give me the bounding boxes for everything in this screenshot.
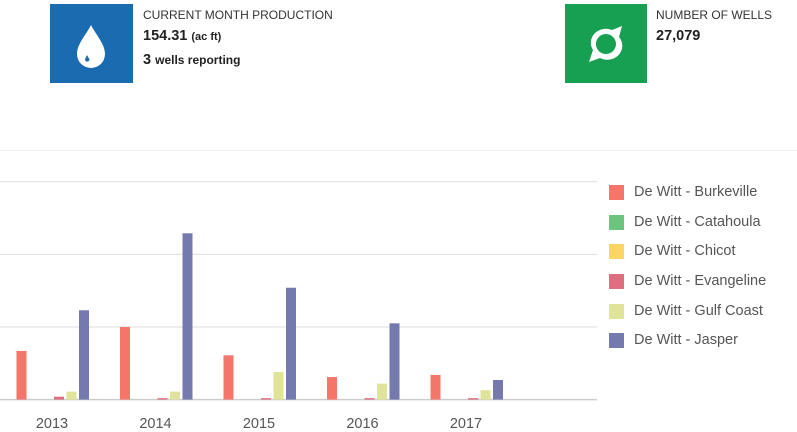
- chart-legend: De Witt - Burkeville De Witt - Catahoula D…: [609, 185, 766, 363]
- legend-label: De Witt - Evangeline: [634, 273, 767, 290]
- x-tick-label: 2013: [36, 416, 68, 432]
- legend-label: De Witt - Gulf Coast: [634, 302, 763, 319]
- x-tick-label: 2016: [346, 416, 378, 432]
- wells-reporting-count: 3: [143, 52, 152, 68]
- card-label: NUMBER OF WELLS: [656, 8, 773, 22]
- bar: [493, 379, 503, 400]
- x-tick-label: 2015: [243, 416, 275, 432]
- legend-item[interactable]: De Witt - Gulf Coast: [609, 302, 766, 334]
- bar: [468, 398, 478, 400]
- x-tick-label: 2017: [450, 416, 482, 432]
- legend-swatch: [609, 214, 624, 230]
- wells-reporting-label: wells reporting: [155, 53, 241, 67]
- legend-label: De Witt - Burkeville: [634, 184, 758, 200]
- bar: [223, 355, 234, 400]
- bar: [120, 326, 130, 400]
- legend-swatch: [609, 333, 624, 349]
- wells-count: 27,079: [656, 28, 701, 44]
- legend-label: De Witt - Catahoula: [634, 213, 761, 230]
- x-tick-label: 2014: [139, 416, 171, 432]
- production-unit: (ac ft): [191, 31, 222, 43]
- bar: [286, 287, 296, 400]
- legend-item[interactable]: De Witt - Chicot: [609, 244, 766, 274]
- bar: [273, 371, 284, 400]
- production-value: 154.31: [143, 28, 188, 44]
- legend-item[interactable]: De Witt - Evangeline: [609, 274, 766, 304]
- bar: [182, 233, 193, 400]
- bar: [377, 383, 387, 400]
- bar: [364, 398, 375, 400]
- legend-item[interactable]: De Witt - Jasper: [609, 333, 766, 363]
- legend-swatch: [609, 274, 624, 290]
- legend-label: De Witt - Chicot: [634, 243, 736, 260]
- bar: [16, 350, 27, 400]
- bar: [261, 398, 271, 400]
- bar: [480, 390, 491, 400]
- bar: [170, 391, 180, 400]
- bar: [66, 391, 77, 400]
- legend-swatch: [609, 185, 624, 200]
- bar: [79, 310, 89, 400]
- legend-item[interactable]: De Witt - Burkeville: [609, 185, 766, 215]
- water-drop-icon: [50, 4, 133, 83]
- bar: [54, 396, 64, 400]
- card-label: CURRENT MONTH PRODUCTION: [143, 8, 333, 22]
- bar: [327, 377, 337, 400]
- bar: [157, 398, 168, 400]
- legend-swatch: [609, 303, 624, 319]
- divider: [0, 150, 797, 151]
- bar: [430, 374, 441, 400]
- well-swirl-icon: [565, 4, 647, 83]
- legend-swatch: [609, 244, 624, 260]
- legend-label: De Witt - Jasper: [634, 332, 738, 349]
- bar: [389, 323, 400, 400]
- legend-item[interactable]: De Witt - Catahoula: [609, 213, 766, 245]
